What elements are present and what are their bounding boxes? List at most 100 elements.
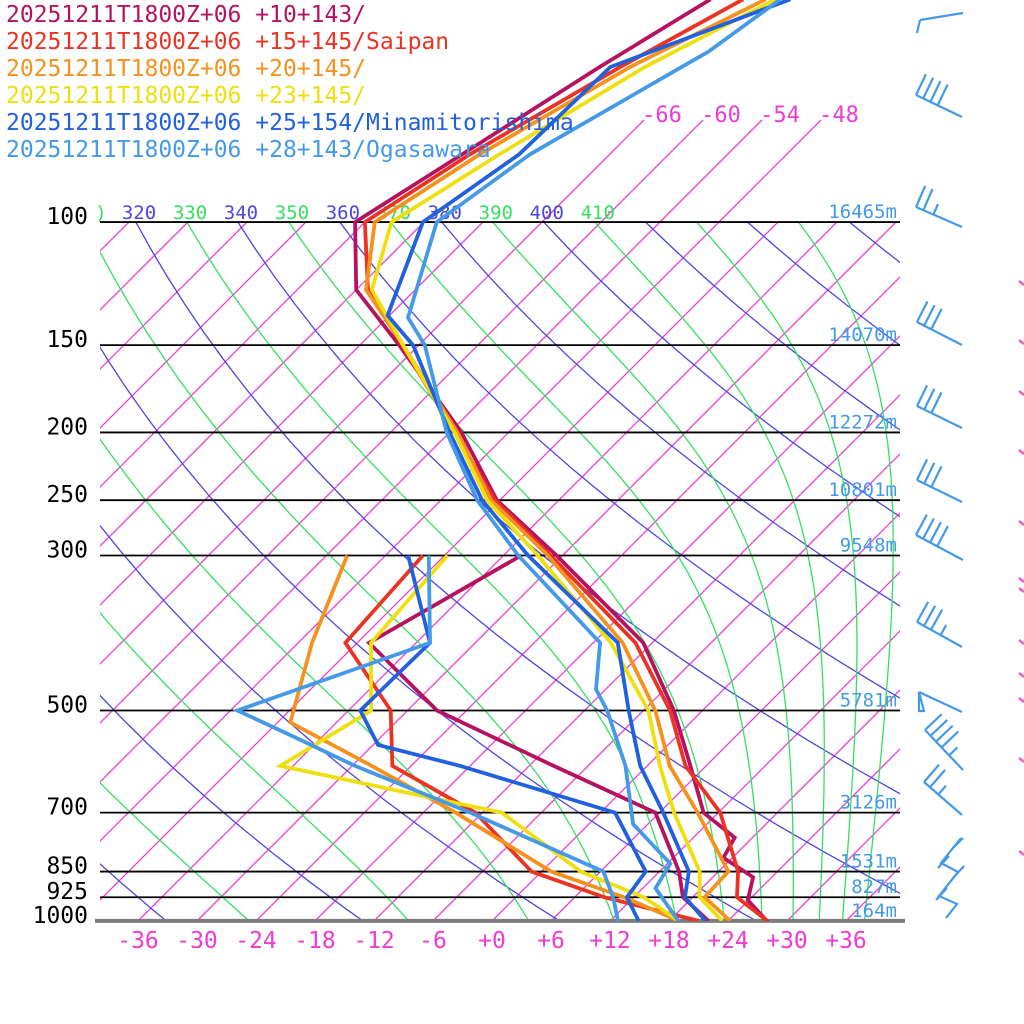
wind-barb-cluster — [951, 837, 964, 850]
temp-axis-label: +24 — [707, 928, 749, 954]
altitude-label: 12272m — [828, 411, 897, 433]
barb-feather — [936, 525, 949, 547]
moist-adiabat-line — [696, 222, 858, 921]
barb-feather — [940, 730, 959, 749]
edge-tick — [1018, 697, 1024, 703]
pressure-label: 150 — [46, 327, 88, 353]
dewpoint-trace — [288, 554, 680, 921]
moist-adiabat-line — [100, 612, 410, 921]
altitude-label: 14070m — [828, 324, 897, 346]
barb-feather — [929, 769, 946, 788]
isotherm-line — [100, 222, 720, 842]
edge-tick — [1018, 757, 1024, 763]
barb-pennant-flag — [917, 691, 926, 713]
isotherm-line — [432, 453, 900, 921]
moist-adiabat-line — [797, 222, 894, 921]
isotherm-line — [905, 222, 1024, 921]
barb-shaft — [923, 781, 963, 816]
header: 20251211T1800Z+06 +10+143/20251211T1800Z… — [6, 2, 574, 164]
temp-axis-label: -6 — [419, 928, 447, 954]
edge-tick — [1018, 639, 1024, 645]
pressure-label: 200 — [46, 414, 88, 440]
moist-adiabat-line — [186, 222, 678, 921]
barb-feather — [924, 713, 943, 731]
temperature-trace — [369, 0, 777, 921]
dry-adiabat-line — [100, 862, 168, 921]
barb-feather — [929, 80, 942, 103]
temp-axis-label: -30 — [176, 928, 218, 954]
barb-shaft — [916, 621, 963, 648]
barb-feather — [929, 521, 942, 544]
isotherm-line — [100, 222, 543, 665]
dry-adiabat-line — [100, 524, 562, 921]
edge-tick — [1018, 339, 1024, 345]
temperature-trace — [364, 0, 767, 921]
barb-feather — [916, 601, 930, 623]
wind-barb-cluster — [937, 837, 962, 919]
traces-layer — [232, 0, 791, 921]
barb-feather — [923, 388, 936, 410]
isotherm-line — [491, 512, 900, 921]
isotherm-stub-line — [659, 119, 763, 223]
altitude-label: 827m — [851, 876, 897, 898]
barb-half-feather — [948, 746, 959, 757]
barb-shaft — [918, 691, 963, 713]
pressure-label: 850 — [46, 854, 88, 880]
theta-label: 350 — [275, 202, 309, 224]
edge-tick — [1018, 587, 1024, 593]
isotherm-line — [255, 276, 900, 921]
barb-feather — [916, 301, 929, 323]
pressure-label: 300 — [46, 537, 88, 563]
pressure-label: 925 — [46, 879, 88, 905]
wind-barb-cluster — [937, 855, 950, 869]
dry-adiabat-line — [543, 222, 900, 518]
dry-adiabat-line — [100, 346, 758, 921]
wind-barb-pennant — [917, 691, 963, 713]
pressure-label: 700 — [46, 795, 88, 821]
isotherm-stub-line — [718, 119, 822, 223]
temp-axis-label: +0 — [478, 928, 506, 954]
wind-barb — [923, 763, 963, 816]
wind-barb — [915, 73, 963, 118]
theta-label: 400 — [530, 202, 564, 224]
isotherm-line — [550, 571, 900, 921]
wind-barb-cluster — [952, 865, 965, 879]
wind-barb-column — [914, 11, 965, 919]
moist-adiabat-line — [492, 222, 794, 921]
edge-tick — [1018, 390, 1024, 396]
temp-axis-label: -12 — [353, 928, 395, 954]
isotherm-line — [100, 222, 248, 370]
wind-barb — [915, 514, 964, 561]
dry-adiabat-line — [747, 222, 900, 347]
barb-feather — [923, 304, 936, 327]
temp-axis-label: -18 — [294, 928, 336, 954]
temp-axis-label: +6 — [537, 928, 565, 954]
theta-label: 390 — [479, 202, 513, 224]
altitude-label: 16465m — [828, 201, 897, 223]
barb-feather — [922, 517, 935, 540]
isotherm-top-label: -60 — [701, 103, 741, 128]
barb-shaft — [915, 94, 963, 118]
barb-feather — [916, 458, 929, 481]
header-sounding-label: 20251211T1800Z+06 +23+145/ — [6, 83, 367, 109]
isotherm-line — [668, 689, 900, 921]
isotherm-line — [0, 222, 11, 921]
header-sounding-label: 20251211T1800Z+06 +15+145/Saipan — [6, 29, 450, 55]
isotherm-line — [100, 222, 366, 488]
altitude-label: 10801m — [828, 479, 897, 501]
wind-barb — [916, 458, 963, 503]
barb-feather — [922, 188, 934, 211]
isotherm-line — [373, 394, 900, 921]
barb-feather — [930, 465, 943, 488]
header-sounding-label: 20251211T1800Z+06 +25+154/Minamitorishim… — [6, 110, 574, 136]
edge-tick — [1018, 850, 1024, 856]
moist-adiabat-line — [100, 250, 615, 921]
pressure-label: 100 — [46, 204, 88, 230]
temp-axis-label: +36 — [825, 928, 867, 954]
barb-feather — [930, 609, 944, 631]
header-sounding-label: 20251211T1800Z+06 +20+145/ — [6, 56, 367, 82]
pressure-label: 1000 — [33, 903, 88, 929]
isotherm-line — [100, 222, 307, 429]
isotherm-top-label: -54 — [760, 103, 800, 128]
